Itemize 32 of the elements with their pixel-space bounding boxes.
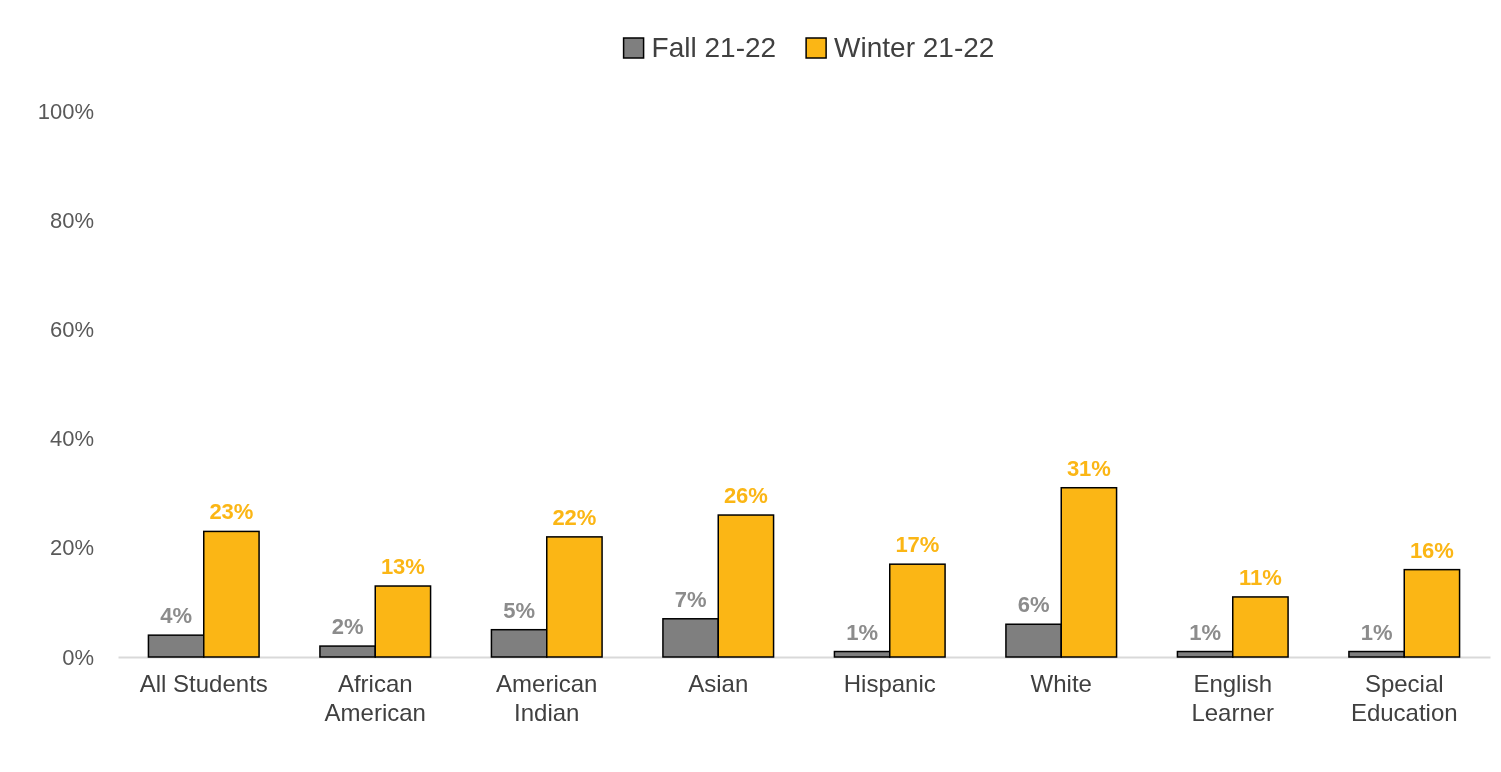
y-tick-label: 20% bbox=[49, 535, 94, 561]
x-tick-label: White bbox=[1030, 670, 1092, 698]
x-tick-label: American Indian bbox=[496, 670, 598, 726]
data-label: 13% bbox=[380, 554, 425, 580]
legend-label: Fall 21-22 bbox=[651, 32, 777, 63]
data-label: 22% bbox=[552, 504, 597, 530]
data-label: 23% bbox=[209, 499, 254, 525]
y-tick-label: 60% bbox=[49, 316, 94, 342]
data-label: 17% bbox=[895, 532, 940, 558]
data-label: 4% bbox=[160, 603, 192, 629]
y-tick-label: 100% bbox=[37, 98, 94, 124]
y-tick-label: 80% bbox=[49, 207, 94, 233]
data-label: 1% bbox=[1189, 619, 1221, 645]
data-label: 2% bbox=[331, 614, 364, 640]
y-tick-label: 40% bbox=[49, 426, 94, 452]
data-label: 7% bbox=[674, 586, 707, 612]
data-label: 5% bbox=[503, 597, 535, 623]
y-tick-label: 0% bbox=[62, 644, 94, 670]
x-tick-label: English Learner bbox=[1191, 670, 1275, 726]
data-label: 1% bbox=[1360, 619, 1393, 645]
data-label: 6% bbox=[1017, 592, 1050, 618]
data-label: 26% bbox=[723, 483, 768, 509]
data-label: 31% bbox=[1066, 455, 1111, 481]
data-label: 16% bbox=[1409, 537, 1454, 563]
x-tick-label: All Students bbox=[139, 670, 268, 698]
data-label: 1% bbox=[846, 619, 878, 645]
data-label: 11% bbox=[1239, 564, 1282, 590]
x-tick-label: African American bbox=[324, 670, 426, 726]
x-tick-label: Special Education bbox=[1350, 670, 1458, 726]
x-tick-label: Hispanic bbox=[843, 670, 936, 698]
x-tick-label: Asian bbox=[688, 670, 749, 698]
legend-label: Winter 21-22 bbox=[834, 32, 995, 63]
